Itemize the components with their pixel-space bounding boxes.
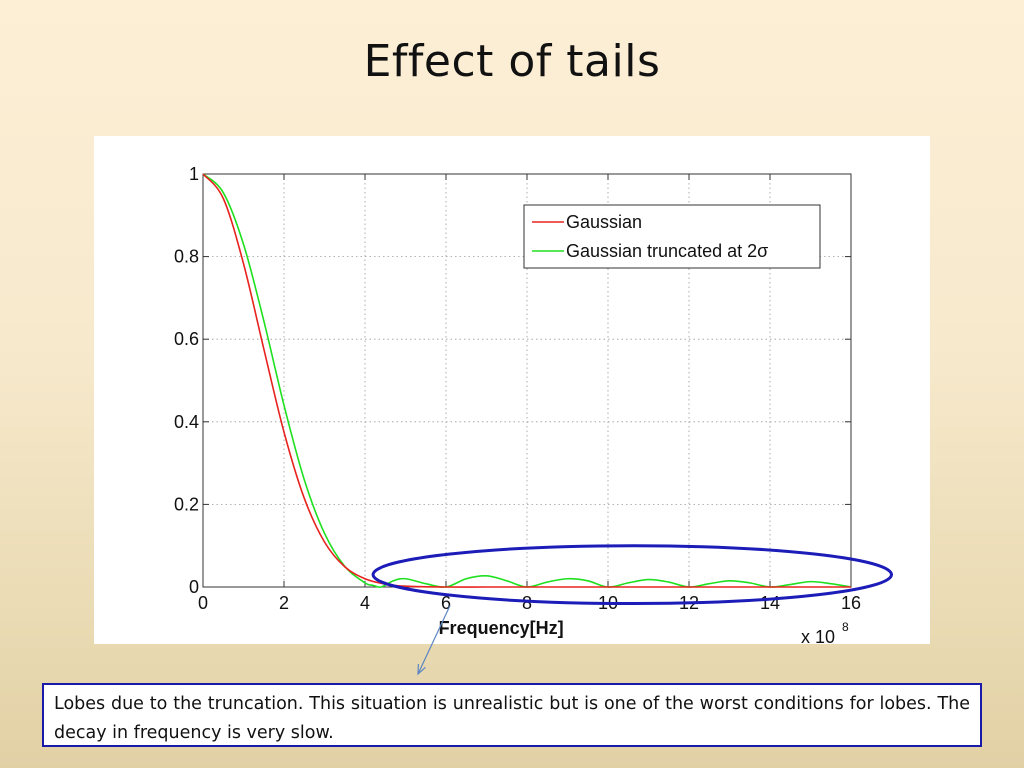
x-tick-label: 4 [360, 593, 370, 613]
x-tick-label: 12 [679, 593, 699, 613]
x-tick-label: 10 [598, 593, 618, 613]
legend-box [523, 204, 821, 269]
y-tick-label: 0.2 [174, 494, 199, 514]
x-multiplier-exponent: 8 [842, 620, 849, 634]
x-tick-label: 6 [441, 593, 451, 613]
x-tick-label: 2 [279, 593, 289, 613]
x-tick-label: 0 [198, 593, 208, 613]
slide-title: Effect of tails [363, 36, 661, 87]
chart-figure: 0 2 4 6 8 10 12 14 16 0 0.2 0.4 0.6 0.8 1 Frequency[Hz]… [94, 136, 930, 644]
caption-box: Lobes due to the truncation. This situat… [42, 683, 982, 747]
legend-label: Gaussian [566, 212, 642, 232]
x-tick-label: 16 [841, 593, 861, 613]
legend-label: Gaussian truncated at 2σ [566, 241, 768, 261]
annotation-arrowhead [417, 663, 426, 676]
caption-text: Lobes due to the truncation. This situat… [54, 694, 970, 743]
y-tick-label: 0 [189, 577, 199, 597]
x-tick-label: 8 [522, 593, 532, 613]
y-tick-label: 1 [189, 164, 199, 184]
line-chart: 0 2 4 6 8 10 12 14 16 0 0.2 0.4 0.6 0.8 1 Frequency[Hz]… [174, 164, 861, 644]
x-axis-label: Frequency[Hz] [439, 618, 564, 638]
y-tick-label: 0.4 [174, 412, 199, 432]
x-multiplier-label: x 10 [801, 627, 835, 644]
y-tick-label: 0.6 [174, 329, 199, 349]
y-tick-label: 0.8 [174, 247, 199, 267]
x-tick-label: 14 [760, 593, 780, 613]
